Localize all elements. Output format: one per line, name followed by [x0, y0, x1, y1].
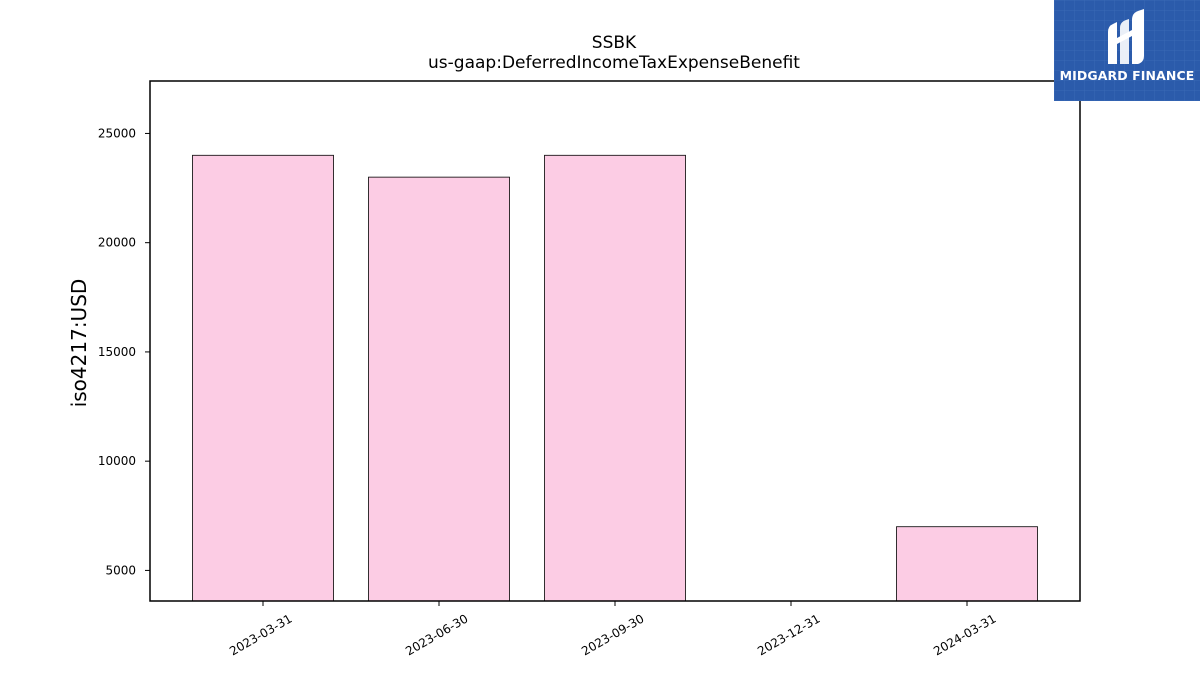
x-tick-label: 2023-12-31	[755, 611, 822, 658]
x-tick-label: 2023-06-30	[403, 611, 470, 658]
bar-2023-06-30	[368, 176, 510, 602]
midgard-finance-logo: MIDGARD FINANCE	[1054, 0, 1200, 101]
plot-frame	[149, 80, 1081, 602]
y-axis-ticks: 5000 10000 15000 20000 25000	[98, 126, 150, 577]
bars-group	[192, 154, 1038, 602]
x-tick-label: 2024-03-31	[931, 611, 998, 658]
x-axis-ticks: 2023-03-31 2023-06-30 2023-09-30 2023-12-31…	[227, 601, 999, 658]
y-tick-label: 20000	[98, 236, 136, 250]
bar-2024-03-31	[896, 526, 1038, 602]
x-tick-label: 2023-09-30	[579, 611, 646, 658]
chart-title: SSBK	[592, 33, 637, 53]
x-tick-label: 2023-03-31	[227, 611, 294, 658]
bar-2023-09-30	[544, 154, 686, 602]
bar-2023-03-31	[192, 154, 334, 602]
y-tick-label: 25000	[98, 126, 136, 140]
logo-text: MIDGARD FINANCE	[1059, 68, 1195, 83]
chart-subtitle: us-gaap:DeferredIncomeTaxExpenseBenefit	[428, 53, 800, 73]
y-tick-label: 10000	[98, 454, 136, 468]
y-tick-label: 5000	[105, 563, 136, 577]
y-axis-label: iso4217:USD	[67, 279, 91, 408]
logo-m-icon	[1108, 9, 1144, 64]
y-tick-label: 15000	[98, 345, 136, 359]
